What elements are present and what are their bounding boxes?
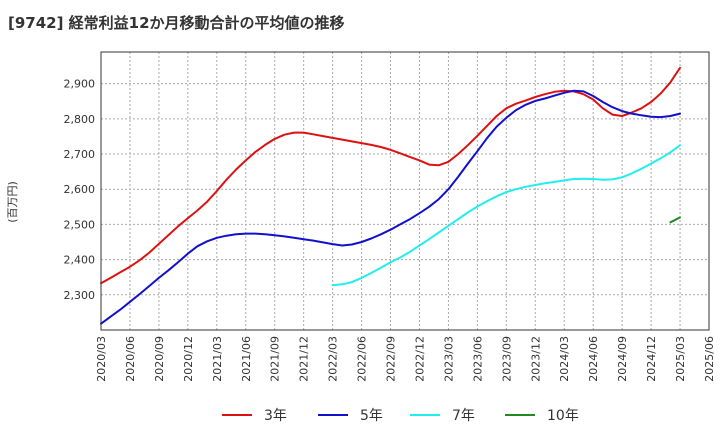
x-tick-label: 2022/09 [385, 336, 398, 382]
x-tick-label: 2020/03 [95, 336, 108, 382]
x-tick-label: 2021/12 [298, 336, 311, 382]
ytick-layer: 2,300 2,400 2,500 2,600 2,700 2,800 2,900 [64, 78, 96, 302]
series-line-1 [100, 66, 681, 285]
xtick-layer: 2020/03 2020/06 2020/09 2020/12 2021/03 2021/… [95, 336, 716, 382]
x-tick-label: 2023/09 [500, 336, 513, 382]
x-tick-label: 2025/06 [703, 336, 716, 382]
legend-label: 3年 [264, 408, 287, 424]
y-tick-label: 2,500 [64, 218, 96, 231]
x-tick-label: 2022/06 [356, 336, 369, 382]
series-line-4 [669, 216, 681, 224]
x-tick-label: 2020/06 [124, 336, 137, 382]
grid-layer [100, 52, 710, 330]
plot-frame [100, 51, 710, 331]
x-tick-label: 2025/03 [674, 336, 687, 382]
legend-label: 5年 [360, 408, 383, 424]
series-line-3 [331, 144, 681, 287]
x-tick-label: 2020/09 [153, 336, 166, 382]
y-tick-label: 2,800 [64, 113, 96, 126]
x-tick-label: 2021/06 [240, 336, 253, 382]
x-tick-label: 2024/09 [616, 336, 629, 382]
y-tick-label: 2,900 [64, 78, 96, 91]
x-tick-label: 2024/03 [558, 336, 571, 382]
y-tick-label: 2,300 [64, 289, 96, 302]
x-tick-label: 2021/03 [211, 336, 224, 382]
series-line-2 [100, 89, 681, 325]
y-tick-label: 2,600 [64, 183, 96, 196]
legend: 3年 5年 7年 10年 [222, 408, 579, 424]
x-tick-label: 2020/12 [182, 336, 195, 382]
x-tick-label: 2024/12 [645, 336, 658, 382]
legend-label: 10年 [547, 408, 579, 424]
x-tick-label: 2023/03 [442, 336, 455, 382]
x-tick-label: 2022/03 [327, 336, 340, 382]
x-tick-label: 2023/06 [471, 336, 484, 382]
y-tick-label: 2,700 [64, 148, 96, 161]
x-tick-label: 2021/09 [269, 336, 282, 382]
series-layer [100, 66, 681, 325]
legend-label: 7年 [452, 408, 475, 424]
y-tick-label: 2,400 [64, 254, 96, 267]
x-tick-label: 2022/12 [413, 336, 426, 382]
x-tick-label: 2024/06 [587, 336, 600, 382]
x-tick-label: 2023/12 [529, 336, 542, 382]
y-axis-label: (百万円) [6, 181, 19, 223]
chart-title: [9742] 経常利益12か月移動合計の平均値の推移 [8, 14, 345, 32]
